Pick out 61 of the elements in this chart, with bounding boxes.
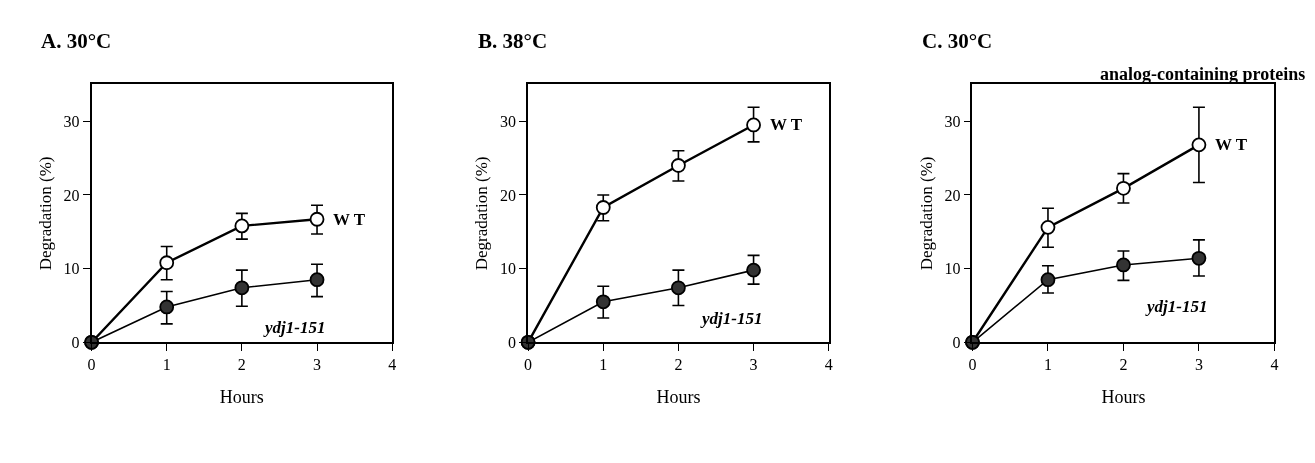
point [671, 158, 686, 173]
x-tick-label: 0 [524, 356, 533, 374]
point [1116, 180, 1131, 196]
x-axis-title: Hours [656, 386, 701, 407]
y-tick-label: 0 [508, 333, 517, 351]
point [159, 299, 175, 315]
x-tick-label: 2 [237, 356, 246, 374]
x-tick-label: 0 [87, 356, 96, 374]
point [1191, 250, 1207, 266]
y-tick-label: 10 [63, 260, 80, 278]
series-label: ydj1-151 [700, 309, 763, 328]
point [309, 211, 325, 227]
chart-title: B. 38°C [478, 29, 548, 53]
y-tick-label: 10 [500, 260, 517, 278]
y-tick-label: 20 [500, 186, 517, 204]
y-tick-label: 0 [952, 333, 961, 351]
x-axis-title: Hours [1101, 386, 1146, 407]
y-tick-label: 0 [71, 333, 80, 351]
y-tick-label: 20 [944, 186, 961, 204]
series-label: ydj1-151 [1145, 297, 1208, 316]
point [746, 262, 761, 278]
x-tick-label: 4 [824, 356, 833, 374]
y-axis-title: Degradation (%) [472, 156, 492, 271]
x-tick-label: 1 [1043, 356, 1052, 374]
x-tick-label: 4 [388, 356, 397, 374]
series-label: ydj1-151 [263, 318, 326, 337]
point [746, 117, 761, 133]
y-axis-title: Degradation (%) [35, 156, 55, 271]
x-tick-label: 2 [674, 356, 683, 374]
y-axis-title: Degradation (%) [916, 156, 936, 271]
series-label: W T [770, 115, 803, 134]
point [234, 280, 250, 296]
x-tick-label: 1 [162, 356, 171, 374]
point [595, 200, 611, 215]
x-tick-label: 1 [599, 356, 608, 374]
y-tick-label: 30 [500, 112, 517, 130]
y-tick-label: 10 [944, 260, 961, 278]
point [671, 280, 686, 296]
x-tick-label: 3 [1194, 356, 1203, 374]
point [1040, 272, 1056, 288]
y-tick-label: 30 [63, 112, 80, 130]
x-tick-label: 4 [1270, 356, 1279, 374]
chart-title: A. 30°C [41, 29, 112, 53]
x-tick-label: 2 [1119, 356, 1128, 374]
x-tick-label: 3 [313, 356, 322, 374]
chart-title: C. 30°C [922, 29, 993, 53]
point [1191, 137, 1207, 153]
point [1116, 257, 1131, 273]
series-label: W T [1215, 135, 1248, 154]
point [234, 218, 250, 234]
x-tick-label: 0 [968, 356, 977, 374]
y-tick-label: 20 [63, 186, 80, 204]
point [1040, 219, 1056, 235]
x-axis-title: Hours [219, 386, 264, 407]
point [159, 255, 175, 271]
chart-subtitle: analog-containing proteins [1100, 64, 1306, 84]
point [309, 272, 325, 288]
series-label: W T [333, 210, 366, 229]
x-tick-label: 3 [749, 356, 758, 374]
point [595, 294, 611, 310]
y-tick-label: 30 [944, 112, 961, 130]
